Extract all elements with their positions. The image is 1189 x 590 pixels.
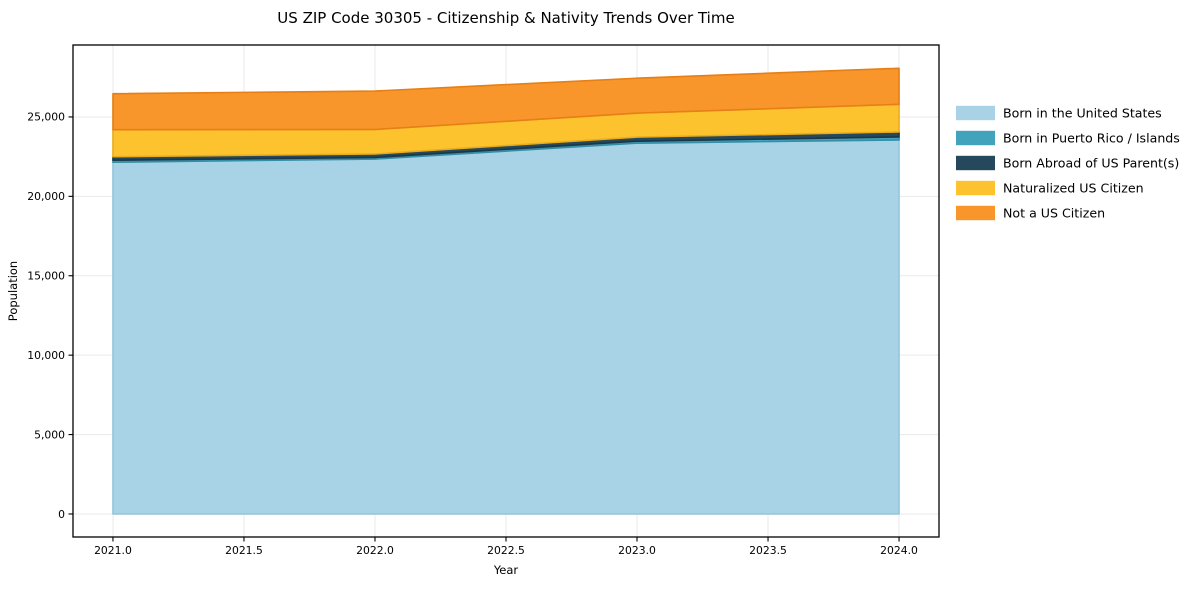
legend-swatch-4: [956, 180, 995, 196]
legend: Born in the United States Born in Puerto …: [956, 105, 1180, 220]
tick-layer: 2021.0 2021.5 2022.0 2022.5 2023.0 2023.5 2024…: [27, 111, 918, 557]
x-tick-label: 2024.0: [880, 544, 918, 557]
legend-item: Born in Puerto Rico / Islands: [956, 130, 1180, 145]
legend-label: Born in Puerto Rico / Islands: [1003, 130, 1180, 145]
y-axis-title: Population: [6, 261, 20, 321]
area-not-a-us-citizen: [112, 67, 900, 131]
y-tick-label: 5,000: [34, 428, 65, 441]
legend-label: Born in the United States: [1003, 105, 1162, 120]
legend-swatch-1: [956, 105, 995, 121]
stacked-area-layer: [112, 67, 900, 515]
y-tick-label: 0: [58, 508, 65, 521]
y-tick-label: 25,000: [27, 111, 65, 124]
x-tick-label: 2021.0: [94, 544, 132, 557]
legend-swatch-2: [956, 130, 995, 146]
x-tick-label: 2022.5: [487, 544, 525, 557]
legend-label: Naturalized US Citizen: [1003, 180, 1144, 195]
y-tick-label: 10,000: [27, 349, 65, 362]
x-tick-label: 2021.5: [225, 544, 263, 557]
x-tick-label: 2022.0: [356, 544, 394, 557]
legend-item: Naturalized US Citizen: [956, 180, 1144, 195]
legend-item: Born in the United States: [956, 105, 1162, 120]
y-tick-label: 15,000: [27, 270, 65, 283]
chart-title: US ZIP Code 30305 - Citizenship & Nativi…: [277, 9, 734, 27]
legend-label: Not a US Citizen: [1003, 205, 1105, 220]
area-born-in-the-united-states: [112, 139, 900, 515]
x-tick-label: 2023.5: [749, 544, 787, 557]
x-tick-label: 2023.0: [618, 544, 656, 557]
legend-item: Not a US Citizen: [956, 205, 1105, 220]
y-tick-label: 20,000: [27, 190, 65, 203]
legend-item: Born Abroad of US Parent(s): [956, 155, 1179, 170]
x-axis-title: Year: [493, 563, 519, 577]
legend-swatch-5: [956, 205, 995, 221]
legend-label: Born Abroad of US Parent(s): [1003, 155, 1179, 170]
legend-swatch-3: [956, 155, 995, 171]
